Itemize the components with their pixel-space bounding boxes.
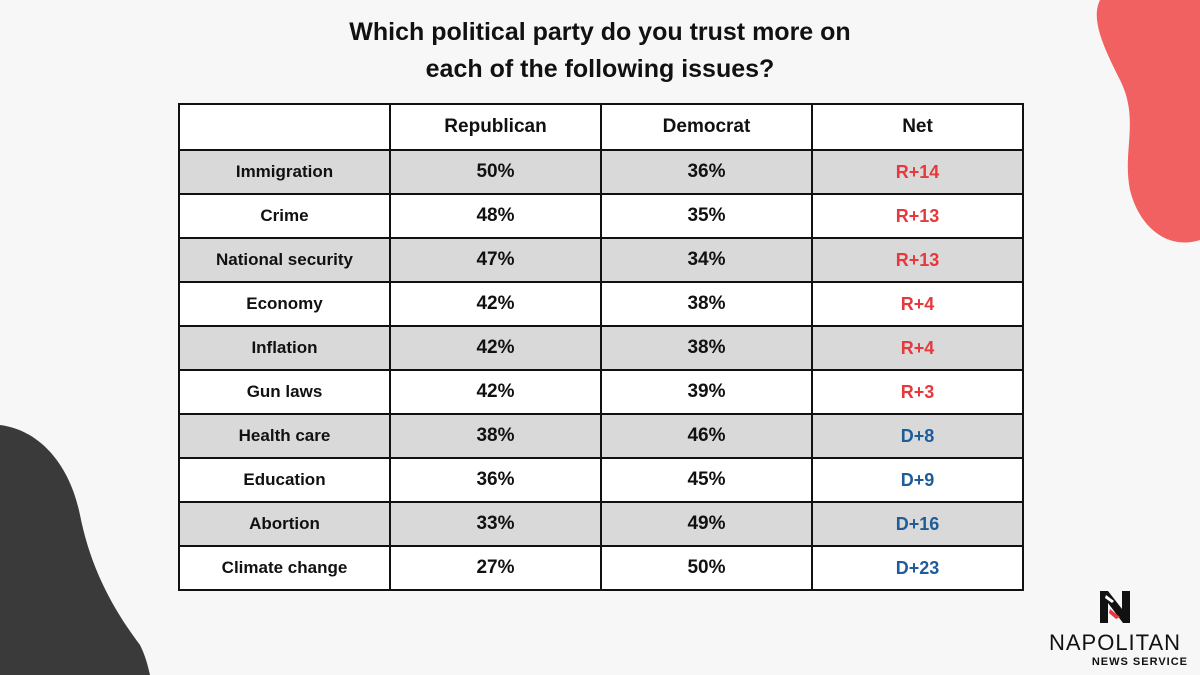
democrat-cell: 50%: [600, 545, 813, 591]
table-row: Crime 48% 35% R+13: [178, 193, 1024, 239]
issue-cell: Climate change: [178, 545, 391, 591]
issue-cell: Health care: [178, 413, 391, 459]
issue-cell: Gun laws: [178, 369, 391, 415]
democrat-cell: 39%: [600, 369, 813, 415]
table-row: Economy 42% 38% R+4: [178, 281, 1024, 327]
net-cell: R+4: [811, 325, 1024, 371]
issue-cell: National security: [178, 237, 391, 283]
net-cell: D+23: [811, 545, 1024, 591]
logo-subtitle: NEWS SERVICE: [1091, 656, 1188, 668]
republican-cell: 38%: [389, 413, 602, 459]
net-cell: R+13: [811, 237, 1024, 283]
republican-cell: 33%: [389, 501, 602, 547]
republican-cell: 42%: [389, 325, 602, 371]
issue-cell: Inflation: [178, 325, 391, 371]
table-row: Abortion 33% 49% D+16: [178, 501, 1024, 547]
republican-cell: 27%: [389, 545, 602, 591]
decorative-blob-bottom-left: [0, 425, 150, 675]
party-trust-table: Republican Democrat Net Immigration 50% …: [178, 103, 1024, 591]
table-row: Gun laws 42% 39% R+3: [178, 369, 1024, 415]
democrat-cell: 38%: [600, 325, 813, 371]
republican-cell: 50%: [389, 149, 602, 195]
table-row: Education 36% 45% D+9: [178, 457, 1024, 503]
republican-cell: 48%: [389, 193, 602, 239]
democrat-cell: 49%: [600, 501, 813, 547]
header-republican: Republican: [389, 103, 602, 151]
napolitan-logo: NAPOLITAN NEWS SERVICE: [1040, 587, 1190, 669]
chart-title-line-2: each of the following issues?: [425, 55, 775, 83]
net-cell: R+4: [811, 281, 1024, 327]
democrat-cell: 34%: [600, 237, 813, 283]
table-row: Climate change 27% 50% D+23: [178, 545, 1024, 591]
issue-cell: Economy: [178, 281, 391, 327]
table-row: National security 47% 34% R+13: [178, 237, 1024, 283]
table-row: Health care 38% 46% D+8: [178, 413, 1024, 459]
header-issue: [178, 103, 391, 151]
net-cell: R+13: [811, 193, 1024, 239]
chart-title: Which political party do you trust more …: [0, 14, 1200, 88]
republican-cell: 47%: [389, 237, 602, 283]
issue-cell: Immigration: [178, 149, 391, 195]
net-cell: D+8: [811, 413, 1024, 459]
republican-cell: 42%: [389, 281, 602, 327]
net-cell: R+14: [811, 149, 1024, 195]
net-cell: D+9: [811, 457, 1024, 503]
net-cell: D+16: [811, 501, 1024, 547]
decorative-blob-top-right: [1096, 0, 1200, 243]
democrat-cell: 35%: [600, 193, 813, 239]
table-row: Inflation 42% 38% R+4: [178, 325, 1024, 371]
logo-name: NAPOLITAN: [1048, 630, 1182, 655]
napolitan-n-icon: [1100, 591, 1130, 623]
table-row: Immigration 50% 36% R+14: [178, 149, 1024, 195]
issue-cell: Abortion: [178, 501, 391, 547]
chart-title-line-1: Which political party do you trust more …: [349, 18, 851, 46]
header-democrat: Democrat: [600, 103, 813, 151]
republican-cell: 42%: [389, 369, 602, 415]
net-cell: R+3: [811, 369, 1024, 415]
democrat-cell: 38%: [600, 281, 813, 327]
democrat-cell: 45%: [600, 457, 813, 503]
issue-cell: Education: [178, 457, 391, 503]
democrat-cell: 46%: [600, 413, 813, 459]
republican-cell: 36%: [389, 457, 602, 503]
issue-cell: Crime: [178, 193, 391, 239]
table-header-row: Republican Democrat Net: [178, 103, 1024, 151]
header-net: Net: [811, 103, 1024, 151]
democrat-cell: 36%: [600, 149, 813, 195]
